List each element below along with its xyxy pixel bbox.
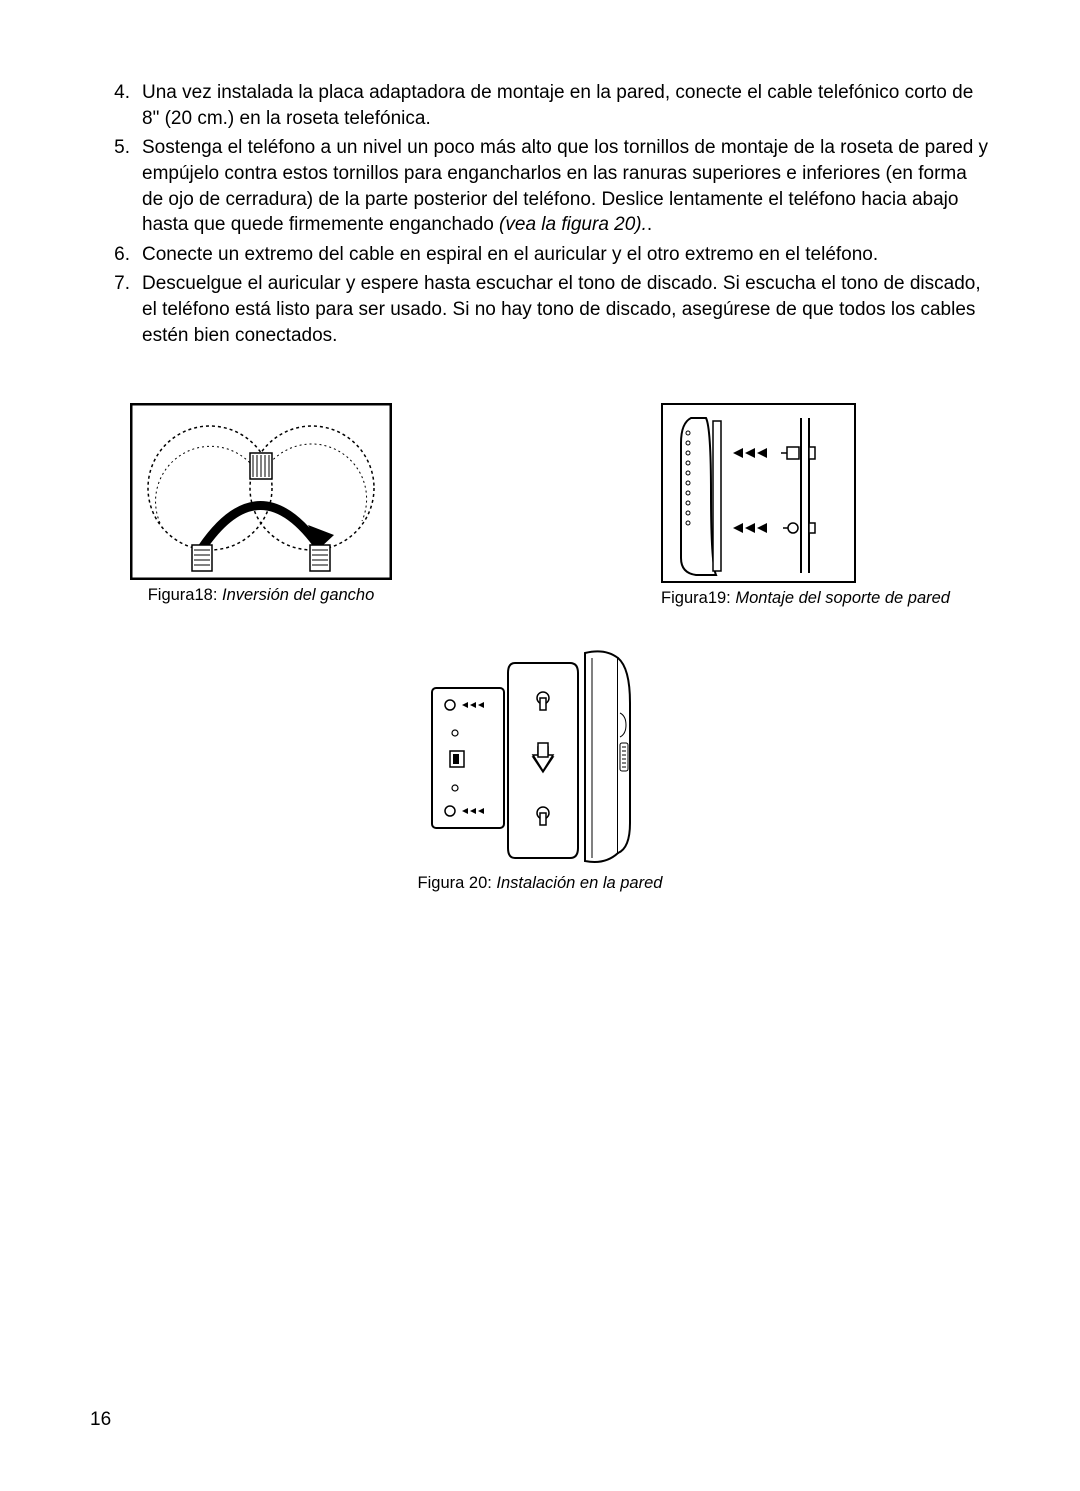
figures-row: Figura18: Inversión del gancho — [90, 403, 990, 608]
step-text-post: . — [647, 214, 652, 235]
step-4: 4. Una vez instalada la placa adaptadora… — [90, 80, 990, 131]
page: 4. Una vez instalada la placa adaptadora… — [0, 0, 1080, 1491]
step-number: 4. — [90, 80, 142, 131]
instruction-list: 4. Una vez instalada la placa adaptadora… — [90, 80, 990, 348]
figure-18-caption: Figura18: Inversión del gancho — [130, 586, 392, 605]
figure-20-image — [420, 643, 660, 868]
figure-20-caption: Figura 20: Instalación en la pared — [90, 874, 990, 893]
step-text: Descuelgue el auricular y espere hasta e… — [142, 271, 990, 348]
caption-desc: Inversión del gancho — [222, 586, 374, 604]
caption-label: Figura 20: — [418, 874, 497, 892]
caption-desc: Instalación en la pared — [496, 874, 662, 892]
figure-18-image — [130, 403, 392, 580]
caption-label: Figura19: — [661, 589, 735, 607]
step-number: 7. — [90, 271, 142, 348]
step-number: 5. — [90, 135, 142, 238]
step-text: Conecte un extremo del cable en espiral … — [142, 242, 990, 268]
figure-20-block: Figura 20: Instalación en la pared — [90, 643, 990, 893]
page-number: 16 — [90, 1409, 111, 1431]
figure-19-caption: Figura19: Montaje del soporte de pared — [661, 589, 950, 608]
step-7: 7. Descuelgue el auricular y espere hast… — [90, 271, 990, 348]
step-6: 6. Conecte un extremo del cable en espir… — [90, 242, 990, 268]
step-5: 5. Sostenga el teléfono a un nivel un po… — [90, 135, 990, 238]
step-text: Una vez instalada la placa adaptadora de… — [142, 80, 990, 131]
caption-label: Figura18: — [148, 586, 222, 604]
figure-19-image — [661, 403, 856, 583]
step-number: 6. — [90, 242, 142, 268]
step-text: Sostenga el teléfono a un nivel un poco … — [142, 135, 990, 238]
figure-19-block: Figura19: Montaje del soporte de pared — [661, 403, 950, 608]
caption-desc: Montaje del soporte de pared — [735, 589, 950, 607]
step-text-ref: (vea la figura 20). — [499, 214, 647, 235]
figure-18-block: Figura18: Inversión del gancho — [130, 403, 392, 608]
